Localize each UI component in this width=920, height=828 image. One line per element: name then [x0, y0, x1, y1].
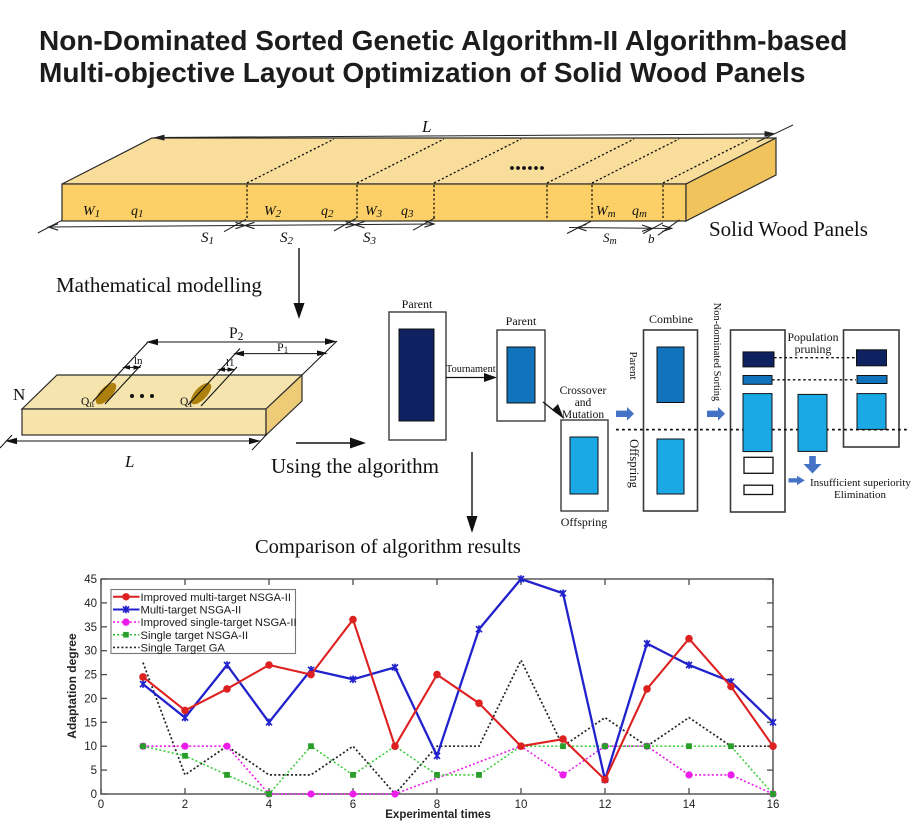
svg-text:Multi-objective Layout Optimiz: Multi-objective Layout Optimization of S… — [39, 57, 805, 88]
svg-text:10: 10 — [515, 799, 528, 811]
svg-text:pruning: pruning — [795, 342, 832, 356]
svg-text:40: 40 — [84, 598, 97, 610]
svg-text:30: 30 — [84, 646, 97, 658]
svg-text:Solid Wood Panels: Solid Wood Panels — [709, 217, 868, 241]
svg-text:qm: qm — [632, 204, 647, 220]
svg-text:Population: Population — [787, 330, 838, 344]
svg-text:Multi-target NSGA-II: Multi-target NSGA-II — [141, 604, 242, 616]
svg-text:0: 0 — [98, 799, 104, 811]
svg-text:Comparison of algorithm result: Comparison of algorithm results — [255, 536, 521, 558]
svg-text:Adaptation degree: Adaptation degree — [65, 633, 79, 739]
svg-text:S3: S3 — [363, 230, 377, 247]
svg-text:and: and — [575, 397, 592, 409]
svg-text:q2: q2 — [321, 204, 334, 220]
svg-text:Elimination: Elimination — [834, 489, 886, 501]
svg-text:Tournament: Tournament — [446, 364, 496, 375]
svg-text:W1: W1 — [83, 204, 100, 220]
svg-text:Crossover: Crossover — [560, 385, 607, 397]
svg-text:S2: S2 — [280, 230, 294, 247]
svg-text:2: 2 — [182, 799, 188, 811]
svg-text:b: b — [648, 231, 655, 246]
svg-text:Insufficient superiority: Insufficient superiority — [810, 477, 911, 489]
svg-text:Offspring: Offspring — [561, 515, 607, 529]
svg-text:0: 0 — [91, 789, 97, 801]
svg-text:Parent: Parent — [627, 351, 639, 379]
svg-text:Qn: Qn — [81, 396, 94, 409]
svg-text:q1: q1 — [131, 204, 144, 220]
svg-text:L: L — [421, 117, 431, 136]
svg-text:35: 35 — [84, 622, 97, 634]
svg-text:Offspring: Offspring — [627, 439, 641, 488]
svg-text:Sm: Sm — [603, 230, 617, 247]
svg-text:Mathematical modelling: Mathematical modelling — [56, 273, 262, 297]
svg-text:Single target NSGA-II: Single target NSGA-II — [141, 630, 249, 642]
svg-text:14: 14 — [683, 799, 696, 811]
svg-text:16: 16 — [767, 799, 780, 811]
svg-text:Combine: Combine — [649, 312, 693, 326]
svg-text:Mutation: Mutation — [562, 409, 604, 421]
svg-text:P1: P1 — [277, 340, 288, 355]
svg-text:Improved single-target NSGA-II: Improved single-target NSGA-II — [141, 617, 297, 629]
svg-text:ln: ln — [134, 355, 143, 367]
svg-text:Non-Dominated Sorted Genetic A: Non-Dominated Sorted Genetic Algorithm-I… — [39, 25, 847, 56]
svg-text:5: 5 — [91, 765, 97, 777]
svg-text:Parent: Parent — [506, 314, 537, 328]
svg-text:20: 20 — [84, 693, 97, 705]
svg-text:P2: P2 — [229, 325, 244, 343]
svg-text:S1: S1 — [201, 230, 214, 247]
svg-text:45: 45 — [84, 574, 97, 586]
svg-text:25: 25 — [84, 670, 97, 682]
svg-text:N: N — [13, 385, 25, 404]
svg-text:L: L — [124, 452, 134, 471]
svg-text:Non-dominated Sorting: Non-dominated Sorting — [711, 303, 722, 401]
svg-text:8: 8 — [434, 799, 440, 811]
svg-text:Q1: Q1 — [180, 396, 193, 409]
svg-text:12: 12 — [599, 799, 612, 811]
svg-text:Parent: Parent — [402, 297, 433, 311]
svg-text:q3: q3 — [401, 204, 414, 220]
svg-text:Wm: Wm — [596, 204, 616, 220]
svg-text:Single Target GA: Single Target GA — [141, 642, 226, 654]
svg-text:W2: W2 — [264, 204, 282, 220]
svg-text:Using the algorithm: Using the algorithm — [271, 454, 439, 478]
svg-text:4: 4 — [266, 799, 273, 811]
svg-text:Improved multi-target NSGA-II: Improved multi-target NSGA-II — [141, 592, 291, 604]
svg-text:15: 15 — [84, 717, 97, 729]
svg-text:Experimental times: Experimental times — [385, 809, 490, 821]
svg-text:6: 6 — [350, 799, 356, 811]
svg-text:W3: W3 — [365, 204, 383, 220]
svg-text:l1: l1 — [226, 357, 235, 369]
svg-text:10: 10 — [84, 741, 97, 753]
